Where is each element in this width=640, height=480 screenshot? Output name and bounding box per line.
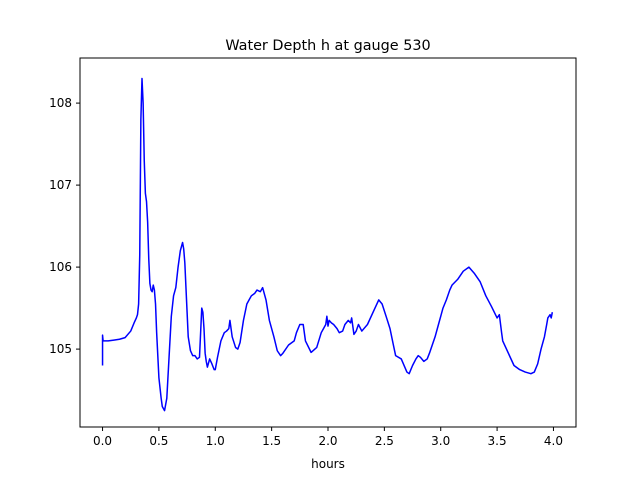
x-tick-label: 3.0 xyxy=(431,434,450,448)
x-tick-label: 1.0 xyxy=(206,434,225,448)
x-tick-label: 0.0 xyxy=(93,434,112,448)
series-line-0 xyxy=(101,77,554,412)
x-tick-label: 3.5 xyxy=(488,434,507,448)
plot-area xyxy=(80,58,576,427)
y-tick-label: 106 xyxy=(49,260,72,274)
x-tick-label: 1.5 xyxy=(262,434,281,448)
y-tick-label: 108 xyxy=(49,96,72,110)
y-axis: 105 106 107 108 xyxy=(49,96,80,356)
x-tick-label: 2.0 xyxy=(318,434,337,448)
x-tick-label: 2.5 xyxy=(375,434,394,448)
y-tick-label: 105 xyxy=(49,342,72,356)
chart-title: Water Depth h at gauge 530 xyxy=(225,38,430,54)
x-tick-label: 4.0 xyxy=(544,434,563,448)
x-tick-label: 0.5 xyxy=(149,434,168,448)
y-tick-label: 107 xyxy=(49,178,72,192)
series-layer xyxy=(101,77,554,412)
x-axis: 0.0 0.5 1.0 1.5 2.0 2.5 3.0 3.5 4.0 xyxy=(93,427,563,448)
x-axis-label: hours xyxy=(311,457,345,471)
